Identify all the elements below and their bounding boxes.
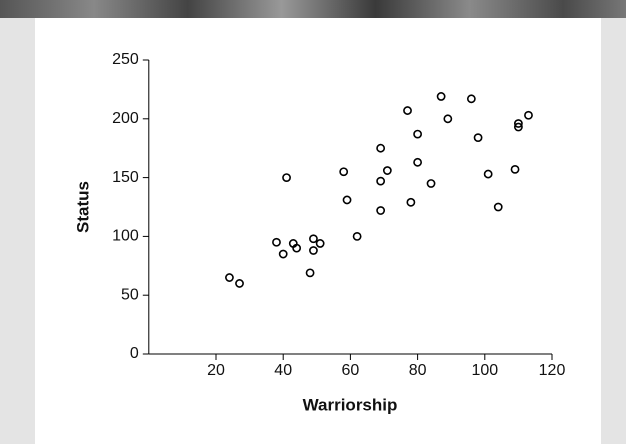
x-tick-label: 60 <box>342 362 360 379</box>
point <box>466 94 476 104</box>
header-strip <box>0 0 626 18</box>
point <box>483 169 493 179</box>
point <box>352 231 362 241</box>
point <box>272 237 281 247</box>
point <box>376 206 386 215</box>
point <box>342 195 352 205</box>
x-tick-label: 100 <box>471 362 498 379</box>
panel <box>35 18 601 444</box>
y-tick-label: 100 <box>112 228 139 245</box>
y-axis-title: Status <box>73 181 92 233</box>
point <box>339 167 349 177</box>
point <box>278 249 288 259</box>
point <box>514 122 523 132</box>
x-tick-label: 20 <box>207 362 225 379</box>
y-tick-label: 150 <box>112 169 139 186</box>
point <box>282 173 291 182</box>
x-tick-label: 80 <box>409 362 427 379</box>
point <box>426 179 436 188</box>
point <box>309 246 318 255</box>
point <box>493 202 503 212</box>
point <box>403 106 412 115</box>
point <box>510 164 520 174</box>
point <box>382 166 392 175</box>
point <box>315 239 325 248</box>
point <box>376 143 386 153</box>
point <box>413 157 422 167</box>
y-tick-label: 200 <box>112 110 139 127</box>
point <box>514 119 523 128</box>
x-tick-label: 120 <box>539 362 566 379</box>
point <box>473 133 483 143</box>
point <box>305 268 315 278</box>
point <box>309 234 318 244</box>
point <box>406 197 416 207</box>
point <box>436 92 446 101</box>
point <box>524 110 533 120</box>
y-tick-label: 0 <box>130 345 139 362</box>
point <box>292 243 302 253</box>
point <box>413 129 422 139</box>
x-tick-label: 40 <box>274 362 292 379</box>
y-tick-label: 50 <box>121 286 139 303</box>
point <box>235 279 244 288</box>
point <box>225 273 234 282</box>
point <box>443 114 453 124</box>
x-axis-title: Warriorship <box>303 395 398 414</box>
point <box>376 176 386 186</box>
y-tick-label: 250 <box>112 51 139 68</box>
